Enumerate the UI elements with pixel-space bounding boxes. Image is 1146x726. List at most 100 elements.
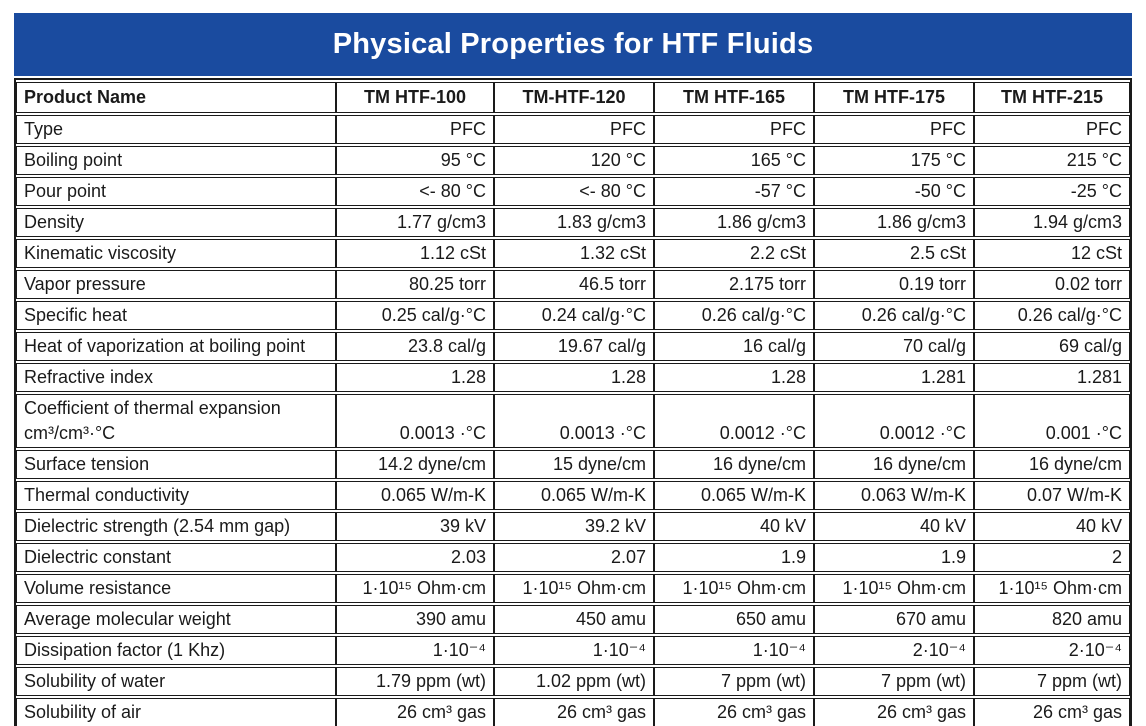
cell-value: PFC xyxy=(974,115,1130,144)
cell-value: 2.07 xyxy=(494,543,654,572)
cell-value: 40 kV xyxy=(814,512,974,541)
cell-value: 15 dyne/cm xyxy=(494,450,654,479)
cell-value: 1.281 xyxy=(974,363,1130,392)
table-row: Average molecular weight 390 amu 450 amu 65… xyxy=(16,605,1130,634)
cell-value: 23.8 cal/g xyxy=(336,332,494,361)
cell-value: 1.94 g/cm3 xyxy=(974,208,1130,237)
cell-value: 16 dyne/cm xyxy=(814,450,974,479)
cell-value: 0.26 cal/g·°C xyxy=(814,301,974,330)
cell-value: <- 80 °C xyxy=(336,177,494,206)
row-label: Solubility of water xyxy=(16,667,336,696)
cell-value: 95 °C xyxy=(336,146,494,175)
cell-value: 1.86 g/cm3 xyxy=(814,208,974,237)
row-label: Heat of vaporization at boiling point xyxy=(16,332,336,361)
cell-value: 165 °C xyxy=(654,146,814,175)
cell-value: 1·10⁻⁴ xyxy=(654,636,814,665)
cell-value: 2.5 cSt xyxy=(814,239,974,268)
cell-value: 80.25 torr xyxy=(336,270,494,299)
cell-value: 1.12 cSt xyxy=(336,239,494,268)
cell-value: 2.2 cSt xyxy=(654,239,814,268)
table-row: Dissipation factor (1 Khz) 1·10⁻⁴ 1·10⁻⁴ 1·… xyxy=(16,636,1130,665)
cell-value: 39 kV xyxy=(336,512,494,541)
cell-value: 0.063 W/m-K xyxy=(814,481,974,510)
cell-value: 215 °C xyxy=(974,146,1130,175)
cell-value: 69 cal/g xyxy=(974,332,1130,361)
cell-value: 2·10⁻⁴ xyxy=(974,636,1130,665)
table-title-banner: Physical Properties for HTF Fluids xyxy=(14,13,1132,76)
cell-value: 1.28 xyxy=(654,363,814,392)
cell-value: 1·10¹⁵ Ohm·cm xyxy=(814,574,974,603)
column-header-product-name: Product Name xyxy=(16,82,336,113)
cell-value: PFC xyxy=(814,115,974,144)
row-label: Dissipation factor (1 Khz) xyxy=(16,636,336,665)
properties-table: Product Name TM HTF-100 TM-HTF-120 TM HTF-1… xyxy=(16,80,1130,726)
row-label: Pour point xyxy=(16,177,336,206)
cell-value: -57 °C xyxy=(654,177,814,206)
cell-value: 40 kV xyxy=(654,512,814,541)
cell-value: <- 80 °C xyxy=(494,177,654,206)
cell-value: 1.9 xyxy=(654,543,814,572)
cell-value: PFC xyxy=(654,115,814,144)
cell-value: 7 ppm (wt) xyxy=(654,667,814,696)
cell-value: 7 ppm (wt) xyxy=(814,667,974,696)
cell-value: PFC xyxy=(336,115,494,144)
cell-value: 1.77 g/cm3 xyxy=(336,208,494,237)
table-row: Dielectric constant 2.03 2.07 1.9 1.9 2 xyxy=(16,543,1130,572)
cell-value: 1·10¹⁵ Ohm·cm xyxy=(654,574,814,603)
table-row: Kinematic viscosity 1.12 cSt 1.32 cSt 2.2 c… xyxy=(16,239,1130,268)
row-label: Surface tension xyxy=(16,450,336,479)
cell-value: 7 ppm (wt) xyxy=(974,667,1130,696)
cell-value: 1·10⁻⁴ xyxy=(336,636,494,665)
cell-value: -25 °C xyxy=(974,177,1130,206)
row-label: Average molecular weight xyxy=(16,605,336,634)
cell-value: 2.175 torr xyxy=(654,270,814,299)
row-label: Kinematic viscosity xyxy=(16,239,336,268)
table-row: Type PFC PFC PFC PFC PFC xyxy=(16,115,1130,144)
row-label: Dielectric strength (2.54 mm gap) xyxy=(16,512,336,541)
column-header: TM HTF-215 xyxy=(974,82,1130,113)
table-body: Type PFC PFC PFC PFC PFC Boiling point 95 °C 120… xyxy=(16,115,1130,726)
row-label: Refractive index xyxy=(16,363,336,392)
cell-value: 2.03 xyxy=(336,543,494,572)
table-row: Specific heat 0.25 cal/g·°C 0.24 cal/g·°C 0… xyxy=(16,301,1130,330)
cell-value: 0.0012 ·°C xyxy=(814,394,974,448)
row-label: Vapor pressure xyxy=(16,270,336,299)
cell-value: 40 kV xyxy=(974,512,1130,541)
row-label: Volume resistance xyxy=(16,574,336,603)
cell-value: 1·10⁻⁴ xyxy=(494,636,654,665)
table-row: Refractive index 1.28 1.28 1.28 1.281 1.281 xyxy=(16,363,1130,392)
header-row: Product Name TM HTF-100 TM-HTF-120 TM HTF-1… xyxy=(16,82,1130,113)
cell-value: 1.28 xyxy=(494,363,654,392)
cell-value: 1.83 g/cm3 xyxy=(494,208,654,237)
cell-value: 175 °C xyxy=(814,146,974,175)
table-row: Volume resistance 1·10¹⁵ Ohm·cm 1·10¹⁵ Ohm… xyxy=(16,574,1130,603)
table-row: Solubility of water 1.79 ppm (wt) 1.02 ppm… xyxy=(16,667,1130,696)
cell-value: 0.26 cal/g·°C xyxy=(654,301,814,330)
cell-value: 1.02 ppm (wt) xyxy=(494,667,654,696)
table-row: Heat of vaporization at boiling point 23.… xyxy=(16,332,1130,361)
cell-value: 1·10¹⁵ Ohm·cm xyxy=(494,574,654,603)
cell-value: 390 amu xyxy=(336,605,494,634)
cell-value: 26 cm³ gas xyxy=(494,698,654,726)
cell-value: 1·10¹⁵ Ohm·cm xyxy=(336,574,494,603)
cell-value: 70 cal/g xyxy=(814,332,974,361)
row-label: Specific heat xyxy=(16,301,336,330)
cell-value: 820 amu xyxy=(974,605,1130,634)
cell-value: -50 °C xyxy=(814,177,974,206)
cell-value: 0.25 cal/g·°C xyxy=(336,301,494,330)
cell-value: 0.07 W/m-K xyxy=(974,481,1130,510)
cell-value: 0.065 W/m-K xyxy=(654,481,814,510)
cell-value: 450 amu xyxy=(494,605,654,634)
cell-value: 0.02 torr xyxy=(974,270,1130,299)
column-header: TM HTF-175 xyxy=(814,82,974,113)
table-row: Boiling point 95 °C 120 °C 165 °C 175 °C 215 … xyxy=(16,146,1130,175)
cell-value: 16 dyne/cm xyxy=(654,450,814,479)
column-header: TM-HTF-120 xyxy=(494,82,654,113)
cell-value: 0.19 torr xyxy=(814,270,974,299)
cell-value: 650 amu xyxy=(654,605,814,634)
cell-value: 26 cm³ gas xyxy=(336,698,494,726)
cell-value: 0.0013 ·°C xyxy=(336,394,494,448)
cell-value: PFC xyxy=(494,115,654,144)
cell-value: 26 cm³ gas xyxy=(974,698,1130,726)
